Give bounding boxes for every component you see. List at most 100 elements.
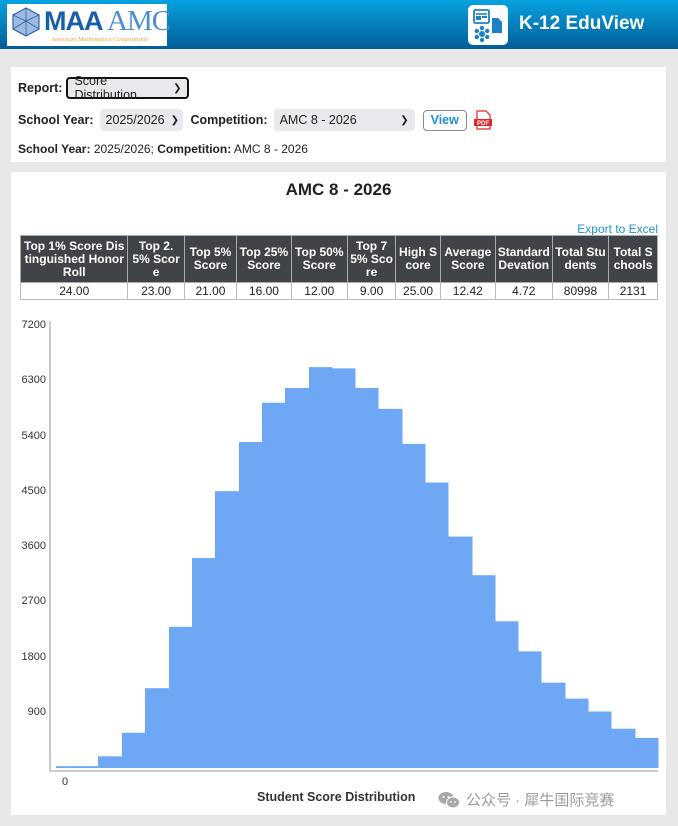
chevron-down-icon: ❯	[400, 114, 409, 126]
report-panel: AMC 8 - 2026 Export to Excel Top 1% Scor…	[11, 172, 666, 815]
watermark: 公众号 · 犀牛国际竞赛	[438, 789, 614, 810]
school-year-label: School Year:	[18, 113, 94, 127]
cell-total-students: 80998	[551, 282, 610, 300]
y-tick-label: 4500	[21, 484, 46, 497]
y-tick-label: 900	[27, 705, 46, 718]
logo-subtitle: American Mathematics Competitions	[51, 36, 148, 43]
filter-row: School Year: 2025/2026 ❯ Competition: AM…	[18, 109, 492, 131]
histogram-bar[interactable]	[495, 621, 519, 768]
polyhedron-logo-icon	[12, 7, 40, 37]
y-tick-label: 7200	[21, 319, 46, 331]
col-header: Top 50% Score	[290, 235, 348, 283]
col-header: Top 25% Score	[236, 235, 292, 283]
y-tick-label: 5400	[21, 429, 46, 442]
col-header: Top 5% Score	[183, 235, 238, 283]
histogram-bar[interactable]	[518, 651, 542, 768]
histogram-bar[interactable]	[215, 491, 240, 768]
summary-year-value: 2025/2026;	[90, 142, 158, 156]
school-year-select[interactable]: 2025/2026 ❯	[99, 109, 183, 131]
col-header: Standard Devation	[494, 235, 553, 283]
histogram-bar[interactable]	[402, 443, 426, 768]
cell-top75: 9.00	[346, 282, 397, 300]
histogram-bar[interactable]	[588, 711, 612, 768]
table-header-row: Top 1% Score Dis tinguished Honor Roll T…	[19, 235, 658, 283]
report-label: Report:	[18, 81, 63, 95]
y-tick-label: 1800	[21, 650, 46, 663]
histogram-bar[interactable]	[169, 626, 193, 768]
logo-amc-text: AMC	[107, 5, 171, 37]
histogram-bar[interactable]	[262, 402, 286, 768]
wechat-icon	[438, 791, 460, 808]
x-tick-label: 0	[62, 776, 69, 788]
report-row: Report: Score Distribution ❯	[18, 74, 190, 102]
histogram-bar[interactable]	[378, 408, 403, 768]
score-distribution-chart: 900 1800 2700 3600 4500 5400 6300 7200 0	[11, 317, 666, 815]
col-header: Total Stu dents	[551, 235, 610, 283]
histogram-plot	[49, 321, 659, 772]
cell-total-schools: 2131	[608, 282, 658, 300]
view-button[interactable]: View	[422, 109, 467, 131]
col-header: High S core	[395, 235, 441, 283]
histogram-bar[interactable]	[332, 368, 356, 768]
histogram-bar[interactable]	[309, 367, 333, 768]
eduview-app-icon[interactable]	[468, 5, 508, 45]
histogram-bar[interactable]	[355, 388, 379, 768]
pdf-icon[interactable]: PDF	[473, 110, 492, 130]
selection-summary: School Year: 2025/2026; Competition: AMC…	[18, 142, 308, 156]
col-header: Total S chools	[608, 235, 658, 283]
app-title: K-12 EduView	[519, 13, 645, 34]
competition-select[interactable]: AMC 8 - 2026 ❯	[273, 109, 415, 131]
cell-top50: 12.00	[290, 282, 348, 300]
col-header: Top 2. 5% Scor e	[127, 235, 185, 283]
cell-top25: 16.00	[236, 282, 292, 300]
histogram-bar[interactable]	[611, 728, 636, 768]
histogram-bar[interactable]	[56, 766, 99, 768]
col-header: Top 1% Score Dis tinguished Honor Roll	[19, 235, 129, 283]
cell-top2-5: 23.00	[127, 282, 185, 300]
competition-select-value: AMC 8 - 2026	[279, 113, 357, 127]
y-tick-label: 2700	[21, 595, 46, 608]
export-to-excel-link[interactable]: Export to Excel	[577, 222, 658, 236]
svg-text:PDF: PDF	[477, 121, 489, 127]
histogram-bar[interactable]	[145, 688, 170, 768]
col-header: Average Score	[439, 235, 496, 283]
chevron-down-icon: ❯	[173, 82, 182, 94]
histogram-bar[interactable]	[98, 756, 123, 768]
y-tick-label: 3600	[21, 540, 46, 552]
maa-amc-logo[interactable]: MAA AMC American Mathematics Competition…	[7, 4, 171, 46]
histogram-bar[interactable]	[472, 575, 496, 768]
x-axis-label: Student Score Distribution	[257, 790, 416, 804]
table-row: 24.00 23.00 21.00 16.00 12.00 9.00 25.00…	[19, 282, 658, 300]
school-year-select-value: 2025/2026	[105, 113, 165, 127]
cell-average: 12.42	[439, 282, 496, 300]
histogram-bar[interactable]	[565, 698, 589, 768]
report-title: AMC 8 - 2026	[285, 180, 392, 199]
histogram-bar[interactable]	[285, 388, 310, 768]
summary-comp-value: AMC 8 - 2026	[231, 142, 308, 156]
filter-panel: Report: Score Distribution ❯ School Year…	[11, 67, 666, 162]
report-select[interactable]: Score Distribution ❯	[66, 74, 190, 102]
histogram-bar[interactable]	[425, 482, 449, 768]
statistics-table: Top 1% Score Dis tinguished Honor Roll T…	[19, 235, 658, 300]
logo-maa-text: MAA	[44, 6, 103, 36]
cell-high-score: 25.00	[395, 282, 441, 300]
y-tick-label: 6300	[21, 374, 46, 387]
histogram-bar[interactable]	[239, 442, 263, 768]
histogram-bar[interactable]	[192, 558, 216, 768]
col-header: Top 7 5% Sco re	[346, 235, 397, 283]
cell-top5: 21.00	[183, 282, 238, 300]
histogram-bar[interactable]	[541, 682, 566, 768]
histogram-bar[interactable]	[122, 732, 146, 768]
summary-comp-label: Competition:	[157, 142, 232, 156]
cell-std-dev: 4.72	[494, 282, 553, 300]
histogram-bar[interactable]	[448, 536, 473, 768]
cell-top1: 24.00	[19, 282, 129, 300]
top-header-bar: MAA AMC American Mathematics Competition…	[0, 0, 678, 49]
competition-label: Competition:	[190, 113, 268, 127]
summary-year-label: School Year:	[18, 142, 91, 156]
dashboard-icon	[473, 9, 502, 43]
report-select-value: Score Distribution	[74, 74, 137, 102]
watermark-text: 公众号 · 犀牛国际竞赛	[466, 792, 615, 809]
histogram-bar[interactable]	[635, 737, 659, 768]
chevron-down-icon: ❯	[170, 114, 179, 126]
